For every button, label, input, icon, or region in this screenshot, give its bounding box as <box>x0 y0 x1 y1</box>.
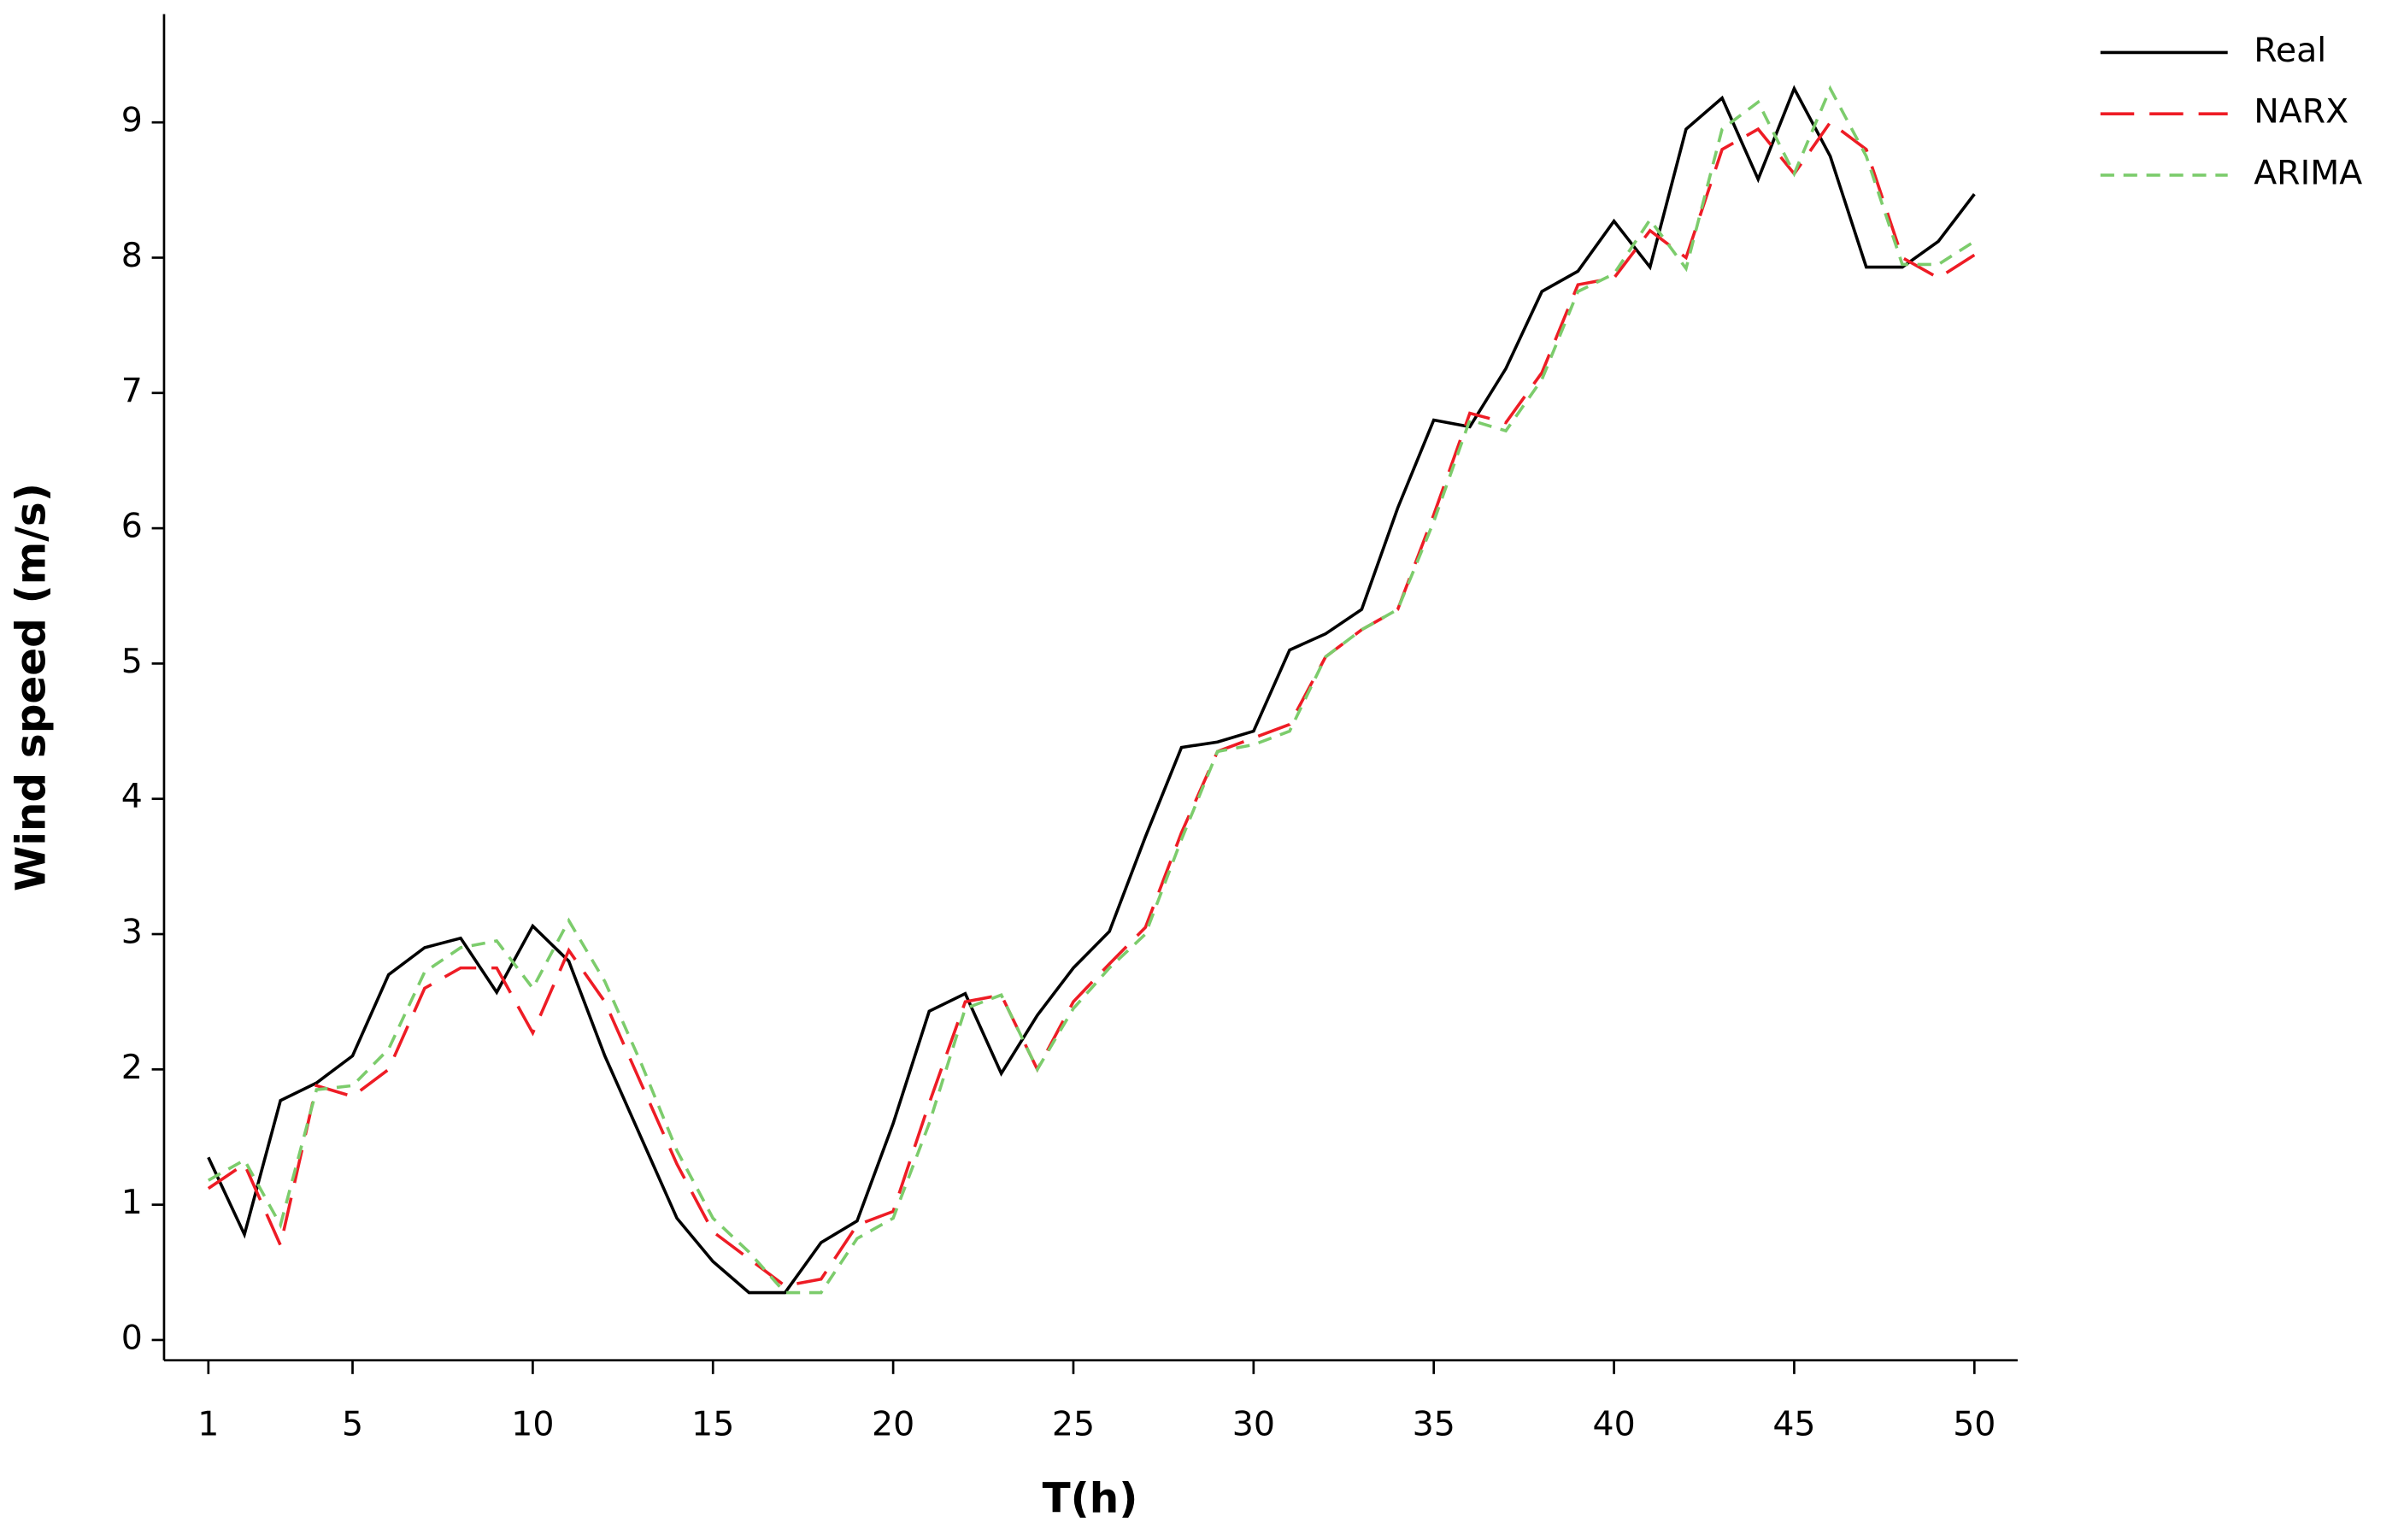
x-tick-label: 10 <box>511 1404 554 1443</box>
x-tick-label: 1 <box>197 1404 219 1443</box>
x-axis-label: T(h) <box>1043 1475 1138 1523</box>
legend-label: Real <box>2254 31 2326 70</box>
y-tick-label: 4 <box>121 777 143 816</box>
y-tick-label: 5 <box>121 642 143 681</box>
series-line <box>207 85 1976 1295</box>
x-tick-label: 5 <box>342 1404 363 1443</box>
y-tick-label: 7 <box>121 371 143 410</box>
y-tick-label: 1 <box>121 1183 143 1222</box>
x-tick-label: 50 <box>1953 1404 1995 1443</box>
y-tick-label: 3 <box>121 913 143 952</box>
legend-label: NARX <box>2254 92 2348 132</box>
x-tick-label: 25 <box>1052 1404 1095 1443</box>
y-tick-label: 2 <box>121 1048 143 1087</box>
x-tick-label: 30 <box>1232 1404 1275 1443</box>
legend-label: ARIMA <box>2254 153 2362 192</box>
y-tick-label: 9 <box>121 101 143 140</box>
x-tick-label: 15 <box>691 1404 734 1443</box>
x-tick-label: 40 <box>1592 1404 1635 1443</box>
y-axis-label: Wind speed (m/s) <box>7 483 55 891</box>
series-line <box>207 85 1976 1295</box>
x-tick-label: 35 <box>1413 1404 1455 1443</box>
y-tick-label: 0 <box>121 1318 143 1357</box>
x-tick-label: 20 <box>872 1404 914 1443</box>
y-tick-label: 8 <box>121 236 143 275</box>
y-tick-label: 6 <box>121 507 143 546</box>
series-line <box>207 120 1976 1288</box>
x-tick-label: 45 <box>1772 1404 1815 1443</box>
